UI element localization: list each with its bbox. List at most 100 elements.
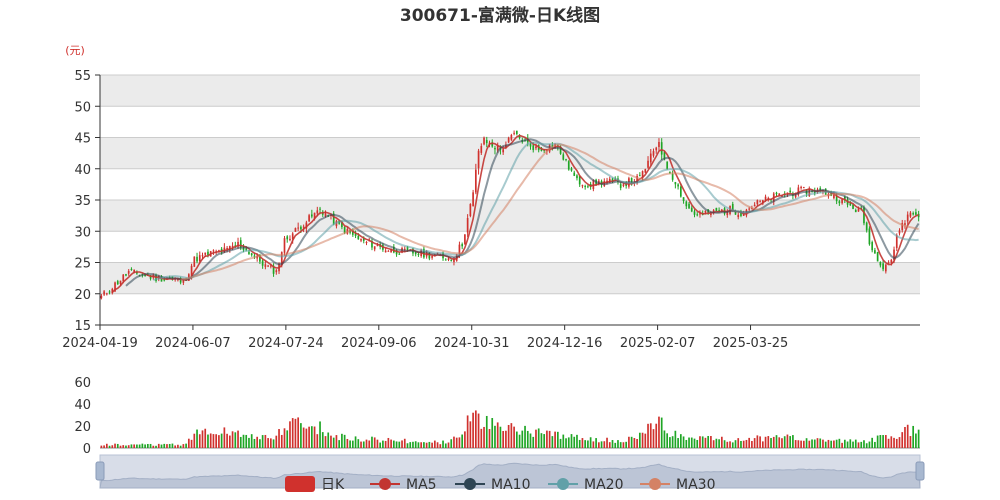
volume-bar	[125, 445, 127, 448]
slider-handle-right[interactable]	[915, 461, 925, 481]
candle-body	[690, 207, 693, 212]
candle-body	[576, 175, 578, 179]
candle-body	[196, 256, 198, 262]
volume-bar	[524, 425, 526, 448]
candle-body	[573, 172, 576, 176]
volume-bar	[589, 437, 592, 448]
volume-bar	[272, 439, 275, 448]
price-band	[100, 262, 920, 294]
volume-bar	[196, 429, 198, 448]
candle-body	[125, 274, 127, 276]
candle-body	[428, 252, 431, 259]
volume-bar	[808, 440, 811, 448]
candle-body	[242, 247, 245, 251]
date-axis: 2024-04-19 2024-06-07 2024-07-24 2024-09-06…	[62, 324, 920, 351]
volume-bar	[707, 435, 710, 448]
candle-body	[669, 171, 671, 174]
volume-bar	[671, 436, 674, 448]
candle-body	[789, 190, 792, 193]
candle-body	[710, 213, 712, 215]
volume-bar	[726, 441, 729, 448]
volume-bar	[480, 428, 483, 448]
volume-bar	[655, 423, 658, 448]
candle-body	[417, 253, 420, 255]
candle-body	[261, 260, 264, 266]
candle-body	[351, 230, 354, 235]
volume-bar	[863, 440, 865, 448]
price-tick-label: 50	[74, 100, 91, 115]
volume-bar	[108, 445, 111, 448]
volume-bar	[775, 435, 778, 448]
volume-bar	[507, 424, 510, 448]
candle-body	[532, 145, 535, 151]
candle-body	[310, 214, 313, 217]
volume-bar	[231, 431, 234, 448]
volume-bar	[412, 441, 414, 448]
candle-body	[630, 177, 633, 184]
volume-bar	[679, 434, 682, 448]
volume-bar	[518, 434, 521, 448]
volume-bar	[166, 444, 168, 448]
volume-bar	[228, 435, 231, 448]
volume-bar	[182, 444, 185, 448]
candle-body	[403, 248, 406, 250]
candle-body	[324, 213, 327, 217]
candle-body	[510, 135, 513, 140]
volume-bar	[376, 439, 379, 448]
candle-body	[105, 293, 108, 295]
volume-bar	[573, 436, 576, 448]
candle-body	[726, 211, 729, 216]
price-tick-label: 25	[74, 257, 91, 272]
volume-bar	[289, 421, 291, 448]
candle-body	[882, 263, 884, 270]
volume-bar	[781, 438, 783, 448]
volume-bar	[291, 418, 294, 448]
volume-bar	[600, 441, 603, 448]
candle-body	[414, 252, 417, 255]
candle-body	[904, 223, 906, 225]
volume-bar	[368, 440, 371, 448]
volume-bar	[302, 427, 305, 448]
volume-bar	[177, 444, 179, 448]
volume-bar	[556, 431, 559, 448]
candle-body	[841, 199, 843, 204]
price-tick-label: 15	[74, 319, 91, 334]
candle-body	[341, 221, 343, 228]
volume-bar	[660, 417, 663, 448]
candle-body	[373, 246, 376, 250]
candle-body	[535, 146, 537, 149]
volume-bar	[149, 443, 152, 448]
candle-body	[800, 186, 802, 189]
candle-body	[775, 192, 778, 195]
candle-body	[562, 154, 565, 160]
candle-body	[384, 250, 387, 253]
volume-bar	[201, 430, 204, 448]
volume-bar	[535, 429, 537, 448]
volume-bar	[909, 436, 912, 448]
chart-legend: 日K MA5 MA10 MA20 MA30	[285, 476, 715, 493]
candle-body	[890, 259, 893, 263]
candle-body	[915, 212, 917, 215]
volume-bar	[764, 436, 767, 448]
slider-handle-left[interactable]	[95, 461, 105, 481]
candle-body	[250, 253, 253, 256]
volume-bar	[584, 440, 587, 448]
date-tick-label: 2024-04-19	[62, 336, 138, 351]
volume-bar	[122, 445, 125, 448]
datazoom-slider[interactable]	[95, 454, 925, 489]
volume-bar	[425, 442, 428, 448]
volume-bar	[433, 440, 436, 448]
volume-bar	[275, 435, 278, 448]
volume-bar	[133, 444, 136, 448]
volume-bar	[704, 437, 707, 448]
volume-bar	[789, 436, 792, 448]
candle-body	[114, 282, 116, 292]
volume-bar	[737, 438, 740, 448]
volume-bar	[805, 438, 808, 448]
volume-bar	[865, 443, 868, 448]
volume-bar	[488, 429, 491, 448]
volume-bar	[819, 438, 822, 448]
volume-bar	[185, 443, 187, 448]
candle-body	[778, 193, 781, 196]
chart-title: 300671-富满微-日K线图	[400, 5, 600, 26]
